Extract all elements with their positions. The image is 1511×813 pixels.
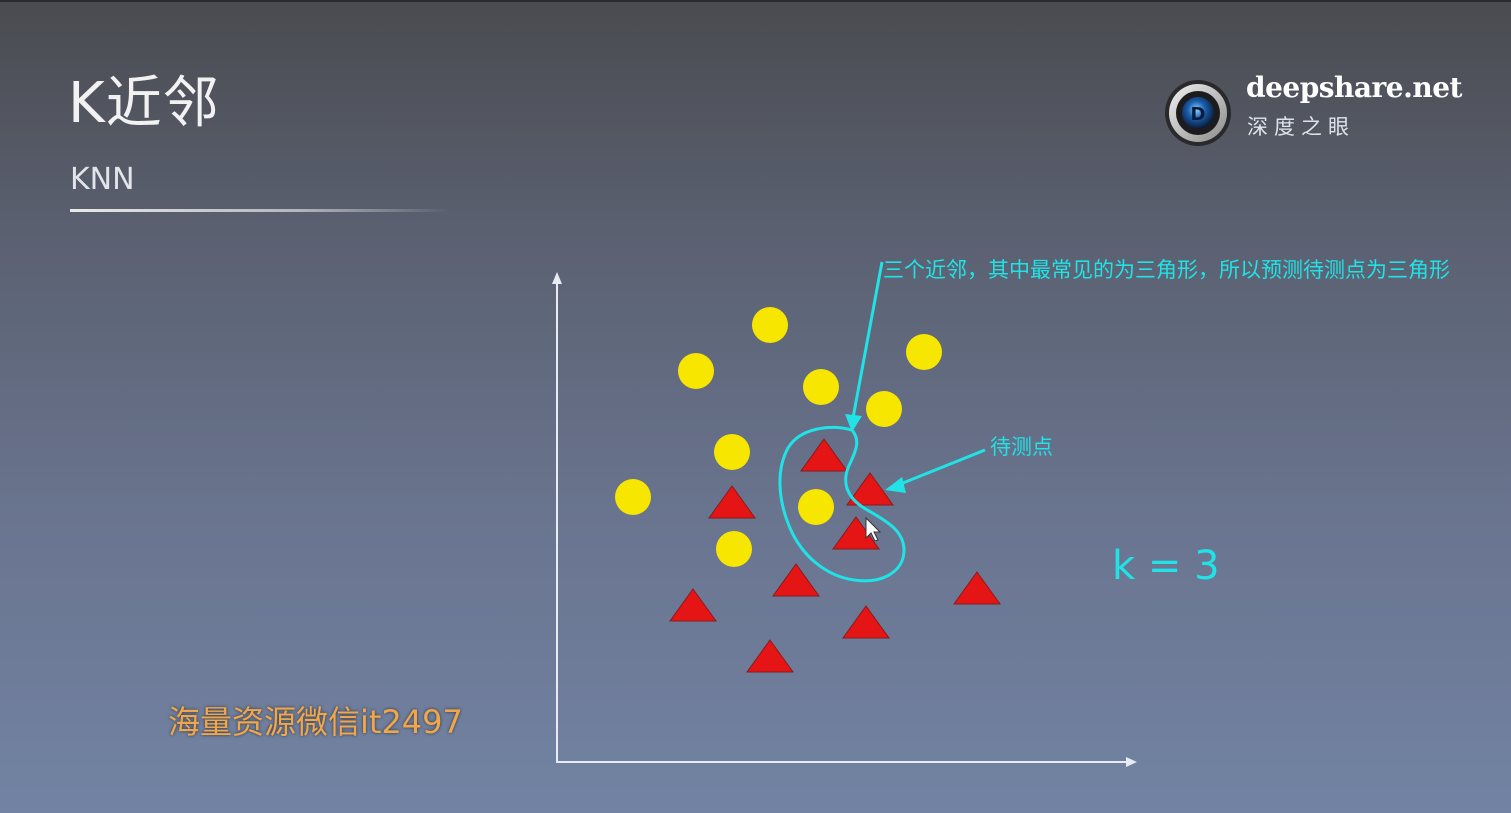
test-point-arrow-head-icon [885,477,906,493]
watermark-text: 海量资源微信it2497 [168,703,463,741]
triangle-class-points [669,438,1001,673]
deepshare-logo-icon: D [1165,80,1231,146]
circle-point [716,531,752,567]
svg-text:D: D [1191,104,1206,125]
neighbors-annotation: 三个近邻，其中最常见的为三角形，所以预测待测点为三角形 [883,258,1450,282]
slide-subtitle: KNN [70,162,135,197]
k-value-label: k = 3 [1112,543,1220,589]
circle-point [714,434,750,470]
triangle-point [772,563,820,597]
circle-point [752,307,788,343]
triangle-point [669,588,717,622]
circle-point [803,369,839,405]
circle-class-points [615,307,942,567]
circle-point [678,353,714,389]
circle-point [615,479,651,515]
logo-chinese-name: 深度之眼 [1247,115,1355,139]
test-point-label: 待测点 [990,435,1053,459]
title-underline [70,209,450,212]
test-point-arrow [897,448,986,487]
triangle-point [708,485,756,519]
x-axis-arrow-icon [1126,757,1137,767]
circle-point [798,489,834,525]
top-border [0,0,1511,2]
neighborhood-loop [778,426,906,583]
neighbors-arrow [851,261,884,419]
triangle-point [746,639,794,673]
triangle-point [846,472,894,506]
mouse-pointer-icon [865,516,882,542]
y-axis-arrow-icon [552,272,562,284]
slide-title: K近邻 [68,71,220,136]
circle-point [906,334,942,370]
neighbors-arrow-head-icon [845,414,862,432]
logo-name: deepshare.net [1246,71,1462,104]
triangle-point [800,438,848,472]
circle-point [866,391,902,427]
triangle-point [953,571,1001,605]
triangle-point [842,605,890,639]
